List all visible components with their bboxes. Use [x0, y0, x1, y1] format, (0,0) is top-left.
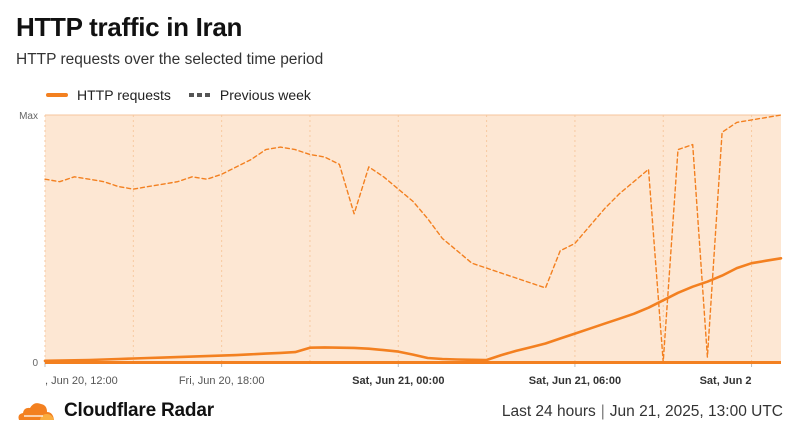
- plot-area: [45, 115, 781, 362]
- legend-item-previous-week[interactable]: Previous week: [188, 87, 311, 103]
- x-tick-label: Sat, Jun 21, 06:00: [529, 375, 621, 387]
- time-range-info: Last 24 hours | Jun 21, 2025, 13:00 UTC: [502, 403, 783, 421]
- legend-item-http-requests[interactable]: HTTP requests: [46, 87, 171, 103]
- timestamp-label: Jun 21, 2025, 13:00 UTC: [609, 403, 783, 420]
- y-tick-label: 0: [32, 358, 38, 369]
- x-tick-label: Fri, Jun 20, 18:00: [179, 375, 265, 387]
- x-tick-label: Sat, Jun 2: [700, 375, 752, 387]
- legend: HTTP requests Previous week: [46, 87, 329, 103]
- chart-subtitle: HTTP requests over the selected time per…: [16, 51, 324, 68]
- series-line-previous-week: [44, 114, 782, 363]
- separator: |: [600, 403, 605, 420]
- chart-title: HTTP traffic in Iran: [16, 12, 243, 42]
- cloudflare-radar-logo[interactable]: Cloudflare Radar: [16, 400, 214, 422]
- legend-swatch-dashed: [188, 93, 211, 97]
- cloudflare-cloud-icon: [18, 403, 54, 420]
- legend-swatch-solid: [46, 93, 68, 97]
- x-tick-label: Sat, Jun 21, 00:00: [352, 375, 444, 387]
- legend-label-previous-week: Previous week: [219, 87, 311, 103]
- y-tick-label: Max: [19, 111, 38, 122]
- x-tick-label: , Jun 20, 12:00: [45, 375, 118, 387]
- range-label: Last 24 hours: [501, 403, 596, 420]
- legend-label-http-requests: HTTP requests: [77, 87, 171, 103]
- brand-name: Cloudflare Radar: [64, 400, 214, 421]
